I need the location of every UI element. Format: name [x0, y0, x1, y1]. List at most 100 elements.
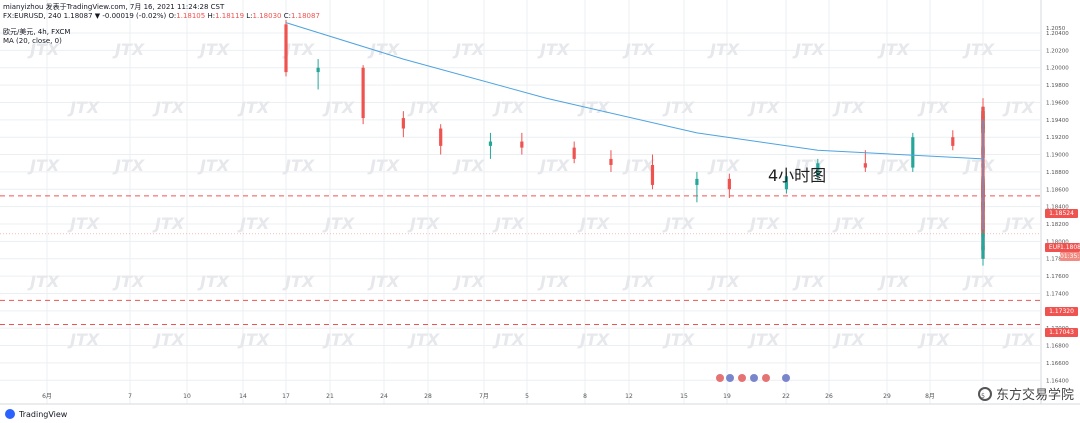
y-tick-label: 1.17400 — [1046, 291, 1069, 297]
watermark-mark: JTX — [917, 98, 950, 117]
x-tick-label: 12 — [625, 393, 633, 400]
watermark-mark: JTX — [662, 98, 695, 117]
economic-events[interactable] — [716, 374, 790, 382]
grid-lines — [0, 0, 1040, 404]
y-tick-label: 1.19600 — [1046, 100, 1069, 106]
watermark-mark: JTX — [962, 272, 995, 291]
watermark-mark: JTX — [492, 98, 525, 117]
candle-body — [695, 178, 699, 185]
time-axis[interactable]: 6月 7 10 14 17 21 24 28 7月 5 8 12 15 19 22 26 29 8月 5 — [42, 393, 985, 400]
candle-body — [401, 118, 405, 129]
watermark-mark: JTX — [747, 98, 780, 117]
watermark-mark: JTX — [662, 214, 695, 233]
watermark-mark: JTX — [452, 40, 485, 59]
watermark-mark: JTX — [832, 214, 865, 233]
x-tick-label: 19 — [723, 393, 731, 400]
watermark-mark: JTX — [112, 156, 145, 175]
watermark-mark: JTX — [877, 156, 910, 175]
x-tick-label: 22 — [782, 393, 790, 400]
y-tick-label: 1.20400 — [1046, 31, 1069, 37]
candle-body — [520, 141, 524, 148]
watermark-mark: JTX — [577, 98, 610, 117]
watermark-mark: JTX — [152, 98, 185, 117]
watermark-mark: JTX — [67, 330, 100, 349]
watermark-mark: JTX — [407, 98, 440, 117]
ohlc-high-label: H: — [207, 12, 216, 20]
x-tick-label: 8月 — [925, 393, 935, 400]
y-tick-label: 1.17600 — [1046, 274, 1069, 280]
candle-body — [572, 147, 576, 159]
symbol-legend[interactable]: 欧元/美元, 4h, FXCM — [3, 28, 71, 36]
x-tick-label: 28 — [424, 393, 432, 400]
y-tick-label: 1.16400 — [1046, 378, 1069, 384]
watermark-mark: JTX — [747, 214, 780, 233]
watermark-mark: JTX — [452, 156, 485, 175]
watermark-mark: JTX — [197, 272, 230, 291]
watermark-mark: JTX — [452, 272, 485, 291]
price-label-3: 1.17043 — [1045, 328, 1078, 337]
event-icon — [750, 374, 758, 382]
watermark-mark: JTX — [962, 156, 995, 175]
watermark-mark: JTX — [577, 214, 610, 233]
x-tick-label: 5 — [525, 393, 529, 400]
footer-watermark: 东方交易学院 — [977, 384, 1074, 403]
watermark-mark: JTX — [112, 272, 145, 291]
watermark-logo-icon — [977, 386, 992, 401]
watermark-mark: JTX — [707, 272, 740, 291]
candle-body — [863, 163, 867, 168]
watermark-mark: JTX — [367, 156, 400, 175]
watermark-mark: JTX — [322, 98, 355, 117]
candle-body — [650, 164, 655, 185]
header-author: mianyizhou 发表于TradingView.com, 7月 16, 20… — [3, 3, 225, 11]
x-tick-label: 17 — [282, 393, 290, 400]
y-tick-label: 1.19800 — [1046, 83, 1069, 89]
watermark-mark: JTX — [662, 330, 695, 349]
watermark-mark: JTX — [537, 40, 570, 59]
watermark-mark: JTX — [877, 40, 910, 59]
ohlc-low: 1.18030 — [252, 12, 282, 20]
y-tick-label: 1.19200 — [1046, 135, 1069, 141]
watermark-mark: JTX — [407, 330, 440, 349]
y-tick-label: 1.18800 — [1046, 170, 1069, 176]
ohlc-close-label: C: — [283, 12, 291, 20]
ohlc-close: 1.18087 — [290, 12, 320, 20]
y-tick-label: 1.18000 — [1046, 239, 1069, 245]
x-tick-label: 14 — [239, 393, 247, 400]
tradingview-brand[interactable]: TradingView — [5, 407, 67, 421]
x-tick-label: 26 — [825, 393, 833, 400]
price-label-1: 1.18524 — [1045, 209, 1078, 218]
x-tick-label: 8 — [583, 393, 587, 400]
event-icon — [762, 374, 770, 382]
watermark-mark: JTX — [67, 98, 100, 117]
event-icon — [782, 374, 790, 382]
y-tick-label: 1.16800 — [1046, 344, 1069, 350]
candle-body — [911, 137, 915, 168]
watermark-layer: JTX JTX JTX JTX JTX JTX JTX JTX JTX JTX JTX JTX JTX J… — [27, 40, 1035, 349]
watermark-mark: JTX — [112, 40, 145, 59]
ohlc-prefix: FX:EURUSD, 240 1.18087 ▼ -0.00019 (-0.02… — [3, 12, 177, 20]
candle-body — [951, 137, 955, 146]
price-lines — [0, 195, 1041, 325]
last-price-badge: 1.18087 — [1060, 243, 1080, 252]
y-tick-label: 1.2050 — [1046, 26, 1066, 32]
watermark-mark: JTX — [492, 214, 525, 233]
watermark-label: 东方交易学院 — [995, 388, 1074, 403]
watermark-mark: JTX — [282, 156, 315, 175]
watermark-mark: JTX — [537, 272, 570, 291]
watermark-mark: JTX — [27, 40, 60, 59]
y-tick-label: 1.20200 — [1046, 48, 1069, 54]
candle-body — [316, 67, 320, 73]
y-tick-label: 1.19000 — [1046, 153, 1069, 159]
watermark-mark: JTX — [962, 40, 995, 59]
x-tick-label: 24 — [380, 393, 388, 400]
watermark-mark: JTX — [792, 40, 825, 59]
watermark-mark: JTX — [407, 214, 440, 233]
ma-legend[interactable]: MA (20, close, 0) — [3, 37, 62, 45]
watermark-mark: JTX — [67, 214, 100, 233]
y-tick-label: 1.18400 — [1046, 205, 1069, 211]
x-tick-label: 29 — [883, 393, 891, 400]
candle-body — [609, 158, 613, 165]
watermark-mark: JTX — [622, 272, 655, 291]
